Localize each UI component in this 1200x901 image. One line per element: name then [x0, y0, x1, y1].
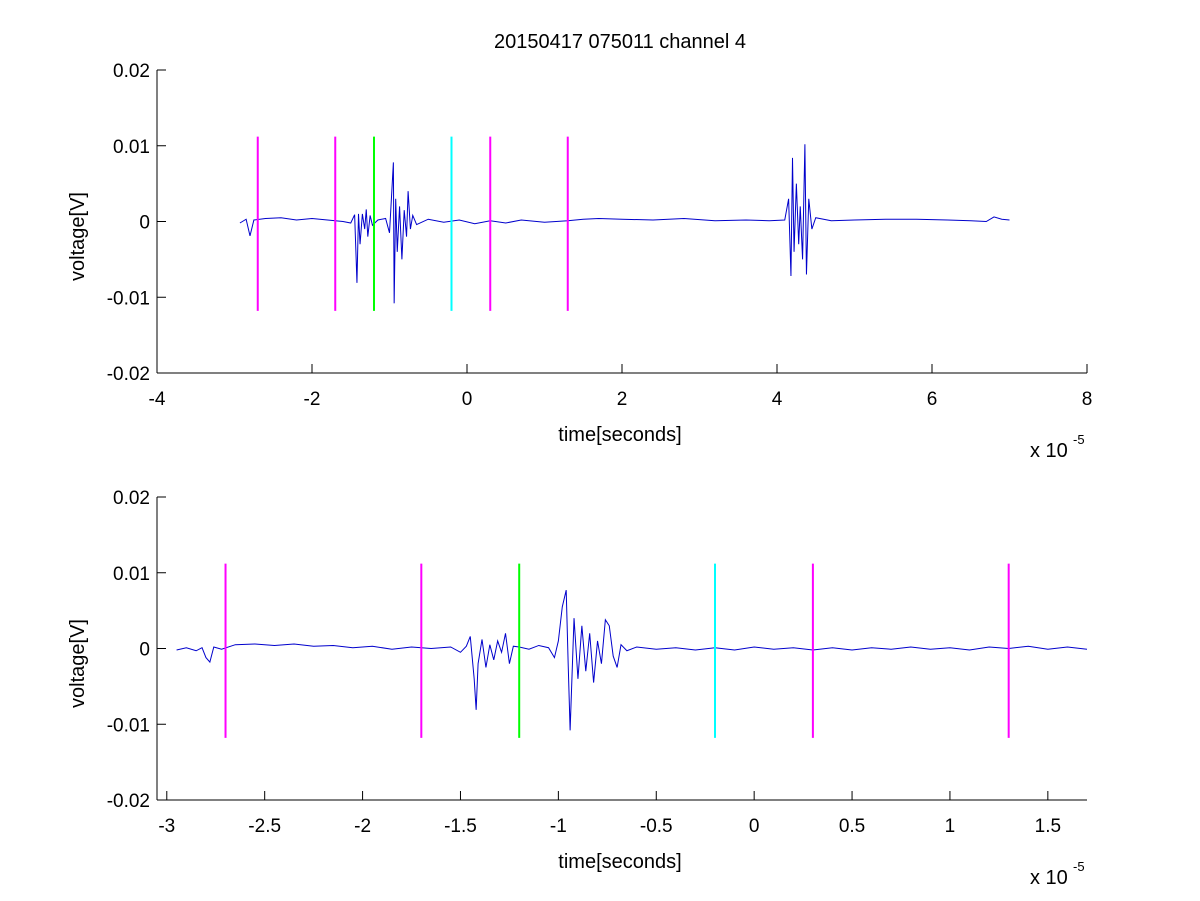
chart-1-y-tick-label: 0 — [139, 640, 150, 661]
chart-1-x-axis-label: time[seconds] — [558, 851, 681, 873]
chart-0-x-axis-label: time[seconds] — [558, 424, 681, 446]
chart-1-x-exponent-label: x 10 — [1030, 867, 1068, 889]
bottom-plot: -3 -2.5 -2 -1.5 -1 -0.5 0 0.5 1 1.5 -0.02 -0.01 0 0.0… — [67, 488, 1088, 889]
chart-0-y-tick-label: -0.02 — [107, 364, 150, 385]
chart-0-x-tick-label: -2 — [304, 389, 321, 410]
chart-1-x-tick-label: 1.5 — [1035, 816, 1061, 837]
chart-0-x-tick-label: 8 — [1082, 389, 1093, 410]
chart-0-y-tick-label: 0.01 — [113, 137, 150, 158]
chart-1-x-tick-label: -2 — [354, 816, 371, 837]
chart-1-y-tick-label: 0.01 — [113, 564, 150, 585]
chart-1-x-tick-label: -0.5 — [640, 816, 673, 837]
top-plot: -4 -2 0 2 4 6 8 -0.02 -0.01 0 0.01 0.02 time[seconds… — [67, 61, 1092, 462]
chart-1-x-tick-label: 1 — [945, 816, 956, 837]
chart-1-x-tick-label: -2.5 — [248, 816, 281, 837]
chart-1-x-exponent: -5 — [1073, 859, 1085, 874]
chart-1-y-tick-label: -0.02 — [107, 791, 150, 812]
chart-1-x-tick-label: -1.5 — [444, 816, 477, 837]
chart-0-x-exponent: -5 — [1073, 432, 1085, 447]
chart-1-y-axis-label: voltage[V] — [67, 619, 89, 708]
chart-0-y-tick-label: 0 — [139, 213, 150, 234]
figure-title: 20150417 075011 channel 4 — [494, 31, 746, 53]
chart-1-x-tick-label: -1 — [550, 816, 567, 837]
chart-0-x-tick-label: 0 — [462, 389, 473, 410]
chart-0-y-axis-label: voltage[V] — [67, 192, 89, 281]
chart-0-signal-line — [239, 144, 1010, 304]
chart-1-y-tick-label: -0.01 — [107, 715, 150, 736]
chart-1-signal-line — [176, 590, 1088, 731]
chart-0-y-tick-label: -0.01 — [107, 288, 150, 309]
chart-0-x-tick-label: 6 — [927, 389, 938, 410]
chart-1-x-tick-label: -3 — [158, 816, 175, 837]
chart-1-x-tick-label: 0 — [749, 816, 760, 837]
chart-0-x-tick-label: -4 — [149, 389, 166, 410]
chart-0-y-tick-label: 0.02 — [113, 61, 150, 82]
chart-0-x-tick-label: 4 — [772, 389, 783, 410]
chart-1-y-tick-label: 0.02 — [113, 488, 150, 509]
chart-1-x-tick-label: 0.5 — [839, 816, 865, 837]
chart-0-x-exponent-label: x 10 — [1030, 440, 1068, 462]
chart-0-x-tick-label: 2 — [617, 389, 628, 410]
